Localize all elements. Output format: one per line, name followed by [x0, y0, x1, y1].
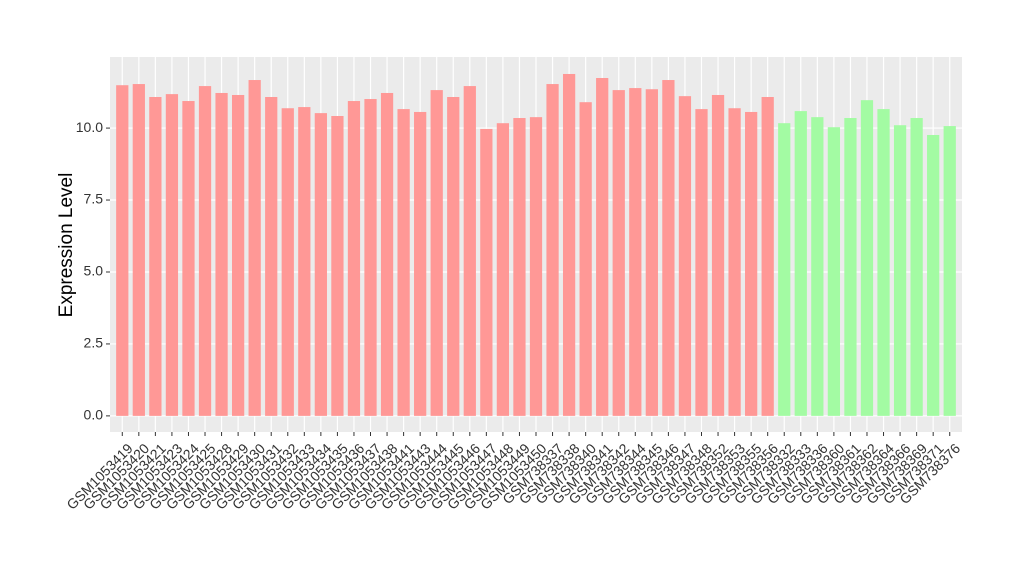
bar: [529, 117, 543, 416]
bar: [678, 96, 692, 416]
bar: [430, 90, 443, 416]
bar: [927, 134, 940, 416]
bar: [579, 102, 592, 416]
bar: [215, 92, 228, 416]
bar: [165, 94, 179, 416]
bar: [910, 118, 923, 416]
bar: [612, 90, 625, 416]
bar: [645, 89, 658, 416]
bar: [265, 97, 278, 416]
bar: [132, 84, 145, 416]
bar: [447, 97, 460, 416]
bar: [811, 117, 824, 416]
bar: [513, 118, 526, 416]
bar: [463, 86, 476, 416]
bar: [281, 108, 294, 416]
bar: [414, 111, 427, 416]
bar: [149, 97, 162, 416]
bar: [662, 80, 675, 416]
bar: [860, 100, 874, 416]
y-axis-title: Expression Level: [56, 173, 77, 318]
bar: [596, 78, 609, 416]
bar: [116, 85, 129, 416]
bar: [364, 99, 377, 416]
bar: [844, 118, 857, 416]
bar: [794, 111, 807, 416]
bar: [380, 92, 394, 416]
bar: [562, 73, 576, 416]
bar: [728, 108, 741, 416]
bar: [347, 101, 361, 416]
bar: [397, 109, 410, 416]
y-tick-label: 0.0: [84, 407, 104, 423]
bar: [711, 94, 725, 416]
bar: [314, 113, 327, 416]
bar: [546, 84, 559, 416]
bar: [877, 109, 890, 416]
bar: [480, 128, 493, 416]
y-tick-label: 5.0: [84, 263, 104, 279]
bar: [943, 126, 956, 416]
bar: [248, 80, 261, 416]
bar: [331, 115, 344, 416]
bar: [231, 94, 245, 416]
y-tick-label: 7.5: [84, 191, 104, 207]
bar: [761, 97, 774, 416]
bar: [695, 109, 708, 416]
y-tick-label: 2.5: [84, 335, 104, 351]
bar: [298, 107, 311, 416]
y-tick-label: 10.0: [76, 119, 103, 135]
bar: [496, 123, 510, 416]
bar: [893, 125, 907, 416]
bar: [827, 127, 841, 416]
bar: [182, 101, 195, 416]
bar: [778, 123, 791, 416]
bar: [629, 88, 642, 416]
bar: [745, 111, 758, 416]
bar: [198, 86, 212, 416]
